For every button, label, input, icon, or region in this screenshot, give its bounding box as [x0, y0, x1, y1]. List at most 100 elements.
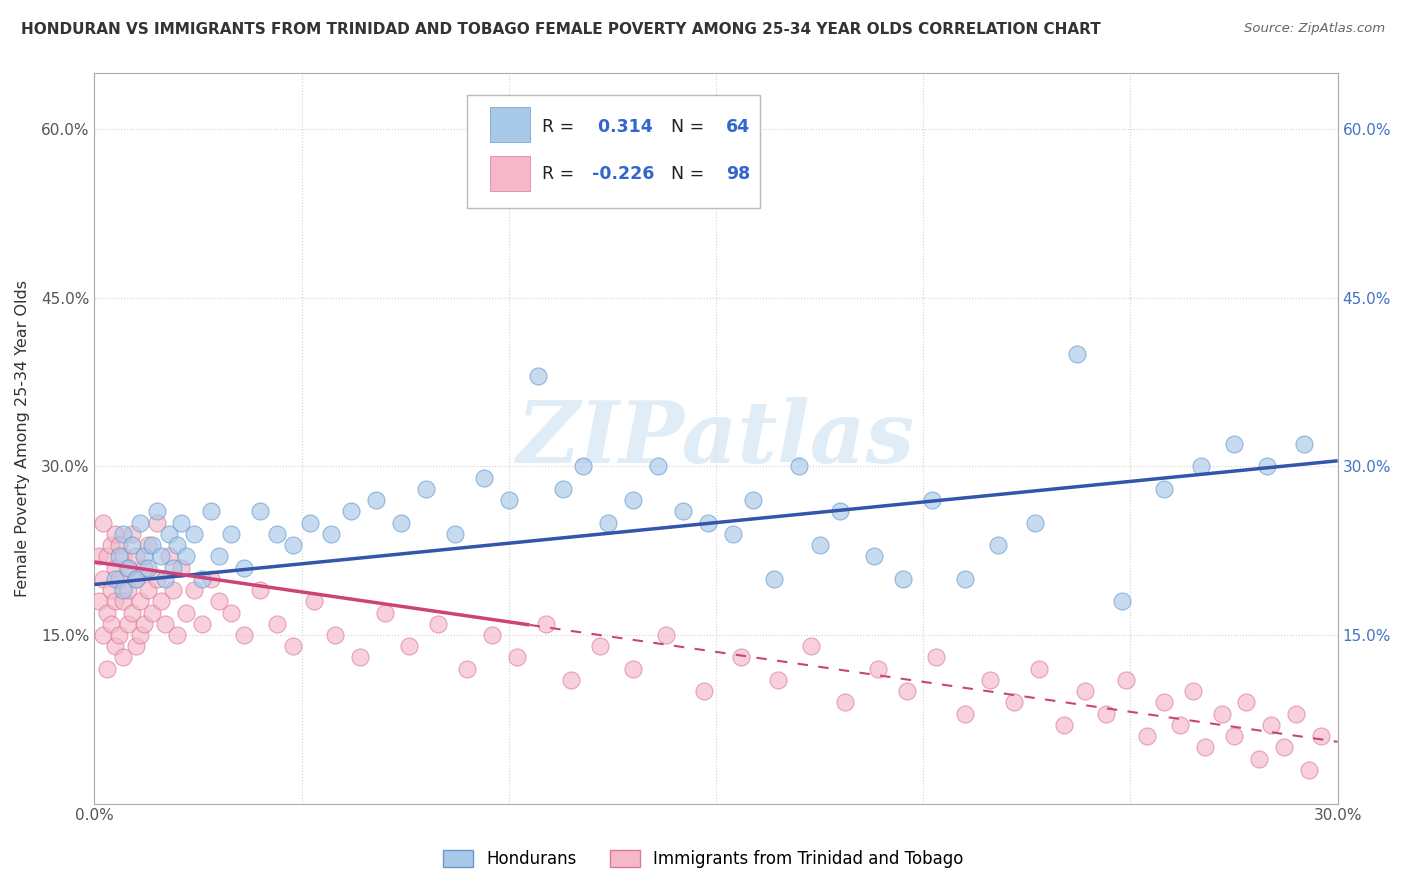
Point — [721, 526, 744, 541]
Point — [1223, 729, 1246, 743]
Point — [112, 549, 135, 564]
Point — [527, 369, 550, 384]
Point — [170, 516, 193, 530]
Point — [319, 526, 342, 541]
Point — [1298, 763, 1320, 777]
Point — [692, 684, 714, 698]
Point — [170, 560, 193, 574]
Text: N =: N = — [659, 165, 710, 183]
Point — [598, 516, 620, 530]
Point — [979, 673, 1001, 687]
Point — [1236, 696, 1258, 710]
Point — [125, 639, 148, 653]
Point — [174, 549, 197, 564]
Point — [96, 606, 118, 620]
Point — [323, 628, 346, 642]
Point — [145, 504, 167, 518]
Point — [1136, 729, 1159, 743]
Point — [1028, 662, 1050, 676]
Point — [1285, 706, 1308, 721]
Text: -0.226: -0.226 — [592, 165, 654, 183]
Point — [191, 572, 214, 586]
Point — [1111, 594, 1133, 608]
Point — [162, 582, 184, 597]
Point — [162, 560, 184, 574]
Point — [174, 606, 197, 620]
Point — [415, 482, 437, 496]
Point — [112, 526, 135, 541]
Point — [534, 616, 557, 631]
Point — [366, 493, 388, 508]
Point — [112, 594, 135, 608]
Point — [551, 482, 574, 496]
Text: N =: N = — [659, 118, 710, 136]
Text: HONDURAN VS IMMIGRANTS FROM TRINIDAD AND TOBAGO FEMALE POVERTY AMONG 25-34 YEAR : HONDURAN VS IMMIGRANTS FROM TRINIDAD AND… — [21, 22, 1101, 37]
Point — [129, 516, 152, 530]
Point — [149, 549, 172, 564]
Point — [157, 549, 180, 564]
Point — [232, 628, 254, 642]
Point — [112, 650, 135, 665]
Point — [200, 504, 222, 518]
Point — [153, 616, 176, 631]
Point — [266, 616, 288, 631]
Point — [125, 572, 148, 586]
Point — [91, 572, 114, 586]
Point — [153, 572, 176, 586]
Point — [145, 516, 167, 530]
Point — [100, 538, 122, 552]
Legend: Hondurans, Immigrants from Trinidad and Tobago: Hondurans, Immigrants from Trinidad and … — [436, 843, 970, 875]
Point — [766, 673, 789, 687]
Point — [924, 650, 946, 665]
Text: R =: R = — [541, 165, 579, 183]
Point — [96, 549, 118, 564]
Point — [134, 549, 156, 564]
Point — [655, 628, 678, 642]
Point — [1256, 459, 1278, 474]
Point — [560, 673, 582, 687]
Point — [444, 526, 467, 541]
Point — [374, 606, 396, 620]
FancyBboxPatch shape — [489, 106, 530, 142]
Point — [800, 639, 823, 653]
Point — [108, 572, 131, 586]
Point — [427, 616, 450, 631]
Point — [112, 582, 135, 597]
Point — [87, 549, 110, 564]
Text: Source: ZipAtlas.com: Source: ZipAtlas.com — [1244, 22, 1385, 36]
Point — [1094, 706, 1116, 721]
Point — [232, 560, 254, 574]
Text: 64: 64 — [725, 118, 751, 136]
Point — [1053, 718, 1076, 732]
Point — [129, 628, 152, 642]
Point — [129, 594, 152, 608]
Point — [472, 470, 495, 484]
Point — [145, 572, 167, 586]
Point — [166, 628, 188, 642]
Point — [1153, 482, 1175, 496]
Point — [100, 616, 122, 631]
Point — [742, 493, 765, 508]
Point — [219, 526, 242, 541]
Point — [104, 526, 127, 541]
Point — [249, 582, 271, 597]
Y-axis label: Female Poverty Among 25-34 Year Olds: Female Poverty Among 25-34 Year Olds — [15, 280, 30, 597]
Point — [138, 582, 160, 597]
FancyBboxPatch shape — [467, 95, 759, 208]
Point — [141, 538, 163, 552]
Point — [100, 582, 122, 597]
Point — [141, 606, 163, 620]
Point — [1310, 729, 1333, 743]
Point — [787, 459, 810, 474]
Point — [200, 572, 222, 586]
Point — [125, 572, 148, 586]
Point — [91, 628, 114, 642]
Point — [1002, 696, 1025, 710]
Point — [866, 662, 889, 676]
Text: 0.314: 0.314 — [592, 118, 652, 136]
Point — [763, 572, 786, 586]
Point — [953, 572, 976, 586]
Point — [349, 650, 371, 665]
Point — [672, 504, 695, 518]
Point — [117, 560, 139, 574]
